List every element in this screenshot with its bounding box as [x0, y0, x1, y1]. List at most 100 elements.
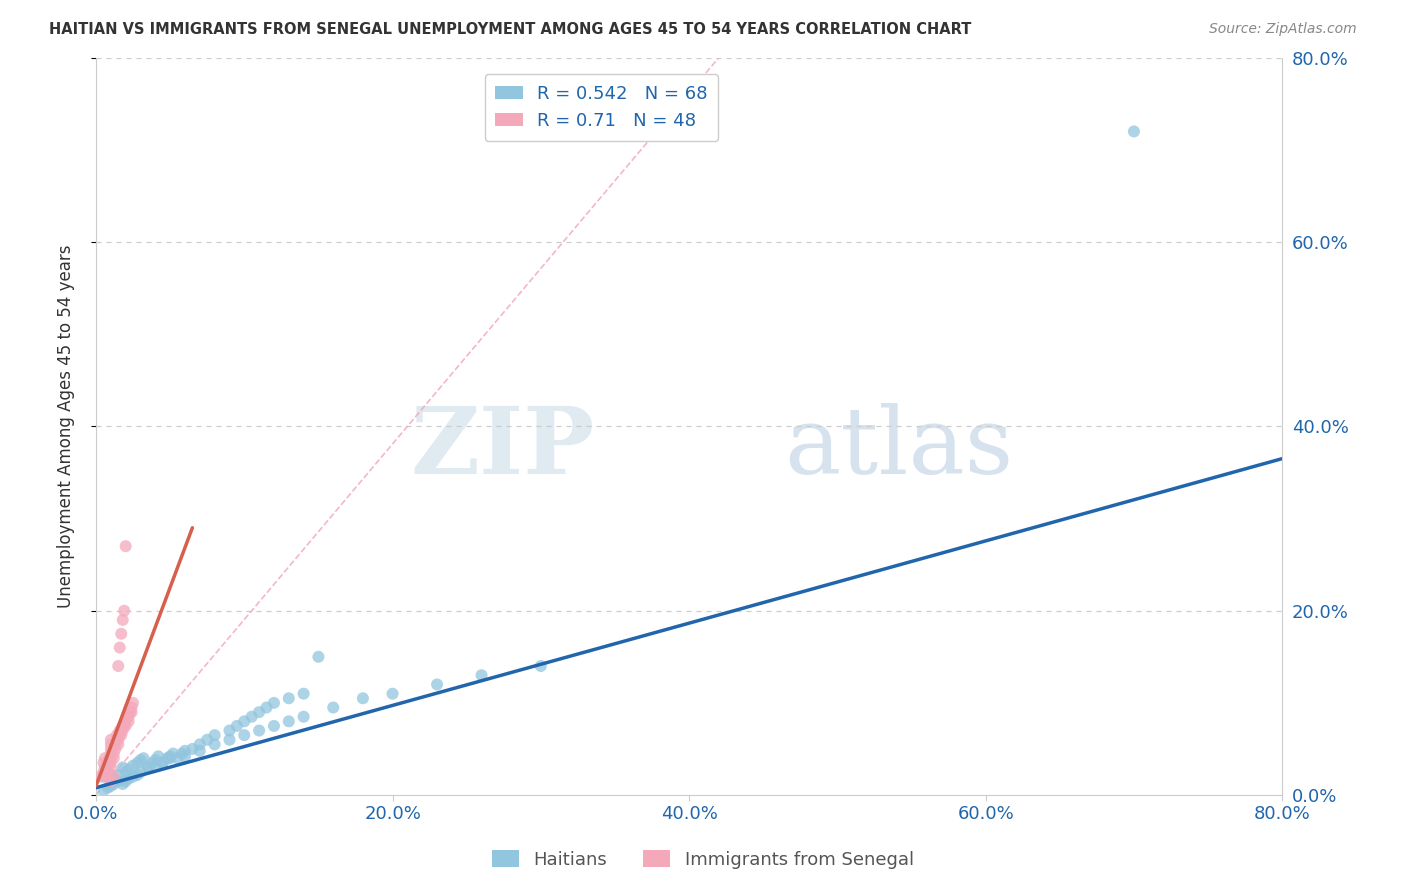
Point [426, 677, 449, 691]
Point [127, 756, 149, 770]
Point [292, 709, 315, 723]
Point [94, 760, 117, 774]
Point [107, 732, 129, 747]
Point [93, 764, 115, 779]
Point [114, 719, 136, 733]
Point [103, 770, 125, 784]
Point [114, 714, 136, 729]
Text: HAITIAN VS IMMIGRANTS FROM SENEGAL UNEMPLOYMENT AMONG AGES 45 TO 54 YEARS CORREL: HAITIAN VS IMMIGRANTS FROM SENEGAL UNEMP… [49, 22, 972, 37]
Point [136, 760, 159, 774]
Point [470, 668, 492, 682]
Point [218, 732, 240, 747]
Point [111, 719, 134, 733]
Point [381, 687, 404, 701]
Point [103, 777, 125, 791]
Point [97, 756, 120, 770]
Point [100, 756, 122, 770]
Point [148, 749, 170, 764]
Text: Source: ZipAtlas.com: Source: ZipAtlas.com [1209, 22, 1357, 37]
Point [129, 764, 152, 779]
Point [114, 539, 136, 553]
Point [277, 714, 299, 729]
Point [100, 779, 122, 793]
Point [94, 751, 117, 765]
Point [1123, 124, 1146, 138]
Point [181, 742, 204, 756]
Point [225, 719, 247, 733]
Point [132, 751, 155, 765]
Point [103, 772, 125, 786]
Point [108, 728, 131, 742]
Point [111, 613, 134, 627]
Point [166, 751, 188, 765]
Point [247, 705, 270, 719]
Point [204, 737, 226, 751]
Legend: R = 0.542   N = 68, R = 0.71   N = 48: R = 0.542 N = 68, R = 0.71 N = 48 [485, 74, 718, 141]
Point [114, 764, 136, 779]
Point [143, 758, 166, 772]
Legend: Haitians, Immigrants from Senegal: Haitians, Immigrants from Senegal [485, 843, 921, 876]
Point [174, 744, 197, 758]
Point [120, 705, 142, 719]
Point [108, 723, 131, 738]
Point [100, 732, 122, 747]
Point [103, 747, 125, 761]
Point [530, 659, 553, 673]
Point [170, 747, 193, 761]
Point [352, 691, 374, 706]
Point [100, 747, 122, 761]
Point [115, 709, 138, 723]
Point [247, 723, 270, 738]
Point [111, 760, 134, 774]
Point [97, 780, 120, 795]
Point [121, 705, 143, 719]
Point [89, 770, 111, 784]
Point [100, 751, 122, 765]
Point [117, 762, 139, 776]
Point [97, 764, 120, 779]
Point [97, 764, 120, 779]
Point [122, 770, 145, 784]
Point [152, 756, 174, 770]
Point [117, 709, 139, 723]
Point [114, 774, 136, 789]
Point [100, 742, 122, 756]
Point [127, 768, 149, 782]
Point [100, 760, 122, 774]
Point [93, 783, 115, 797]
Point [108, 640, 131, 655]
Point [174, 749, 197, 764]
Point [159, 751, 181, 765]
Point [110, 728, 132, 742]
Point [204, 728, 226, 742]
Point [122, 696, 145, 710]
Point [322, 700, 344, 714]
Point [122, 758, 145, 772]
Point [159, 749, 181, 764]
Point [233, 714, 256, 729]
Point [152, 756, 174, 770]
Point [100, 737, 122, 751]
Point [100, 774, 122, 789]
Point [112, 604, 135, 618]
Point [121, 700, 143, 714]
Point [93, 756, 115, 770]
Point [105, 728, 128, 742]
Point [263, 696, 285, 710]
Point [100, 774, 122, 789]
Point [188, 744, 211, 758]
Point [233, 728, 256, 742]
Point [105, 732, 128, 747]
Point [112, 719, 135, 733]
Point [103, 751, 125, 765]
Y-axis label: Unemployment Among Ages 45 to 54 years: Unemployment Among Ages 45 to 54 years [58, 244, 75, 608]
Point [218, 723, 240, 738]
Point [104, 737, 127, 751]
Point [292, 687, 315, 701]
Point [263, 719, 285, 733]
Point [129, 753, 152, 767]
Text: ZIP: ZIP [411, 403, 595, 493]
Point [96, 770, 118, 784]
Point [162, 747, 184, 761]
Point [277, 691, 299, 706]
